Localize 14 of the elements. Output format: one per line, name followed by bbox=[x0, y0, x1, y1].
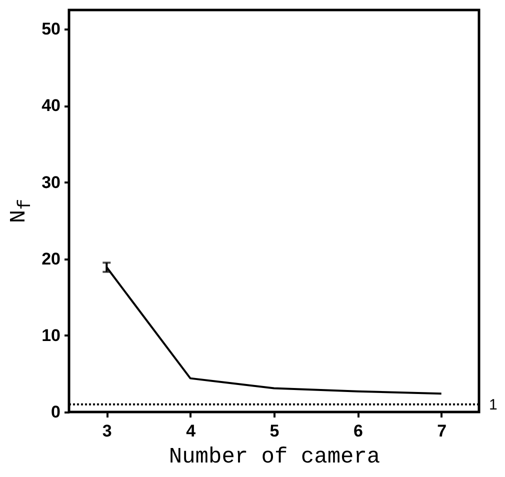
x-tick-label: 5 bbox=[270, 422, 280, 440]
x-tick-label: 4 bbox=[186, 422, 196, 440]
line-series bbox=[106, 266, 442, 395]
x-axis-title: Number of camera bbox=[168, 444, 380, 470]
y-tick-label: 40 bbox=[42, 96, 60, 116]
y-tick-label: 50 bbox=[42, 20, 60, 39]
y-tick-label: 0 bbox=[51, 402, 60, 422]
y-tick-label: 10 bbox=[42, 326, 60, 345]
x-tick-label: 6 bbox=[353, 422, 363, 440]
y-tick-label: 20 bbox=[42, 249, 60, 268]
x-tick-label: 3 bbox=[102, 422, 112, 440]
ref-line-label: 1 bbox=[489, 396, 498, 414]
x-tick-label: 7 bbox=[437, 422, 447, 440]
y-tick-label: 30 bbox=[42, 172, 60, 192]
